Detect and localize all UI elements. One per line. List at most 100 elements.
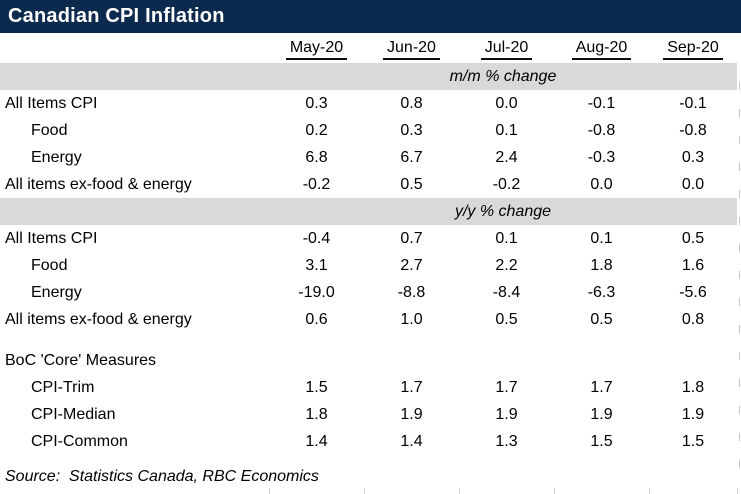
bottom-gridline-tick xyxy=(554,488,555,494)
column-header-sep: Sep-20 xyxy=(649,33,737,63)
column-header-label: Aug-20 xyxy=(571,39,632,60)
value-cell: -0.1 xyxy=(679,94,707,112)
value-cell: 0.5 xyxy=(495,310,518,328)
column-header-label: Jul-20 xyxy=(480,39,533,60)
value-cell: 0.5 xyxy=(400,175,423,193)
table-row: CPI-Common 1.4 1.4 1.3 1.5 1.5 xyxy=(0,428,737,455)
value-cell: 1.4 xyxy=(305,432,328,450)
value-cell: 2.2 xyxy=(495,256,518,274)
group-header: BoC 'Core' Measures xyxy=(5,351,157,369)
row-label: CPI-Common xyxy=(31,432,128,450)
value-cell: -6.3 xyxy=(587,283,616,301)
value-cell: 2.7 xyxy=(400,256,423,274)
value-cell: 1.7 xyxy=(400,378,423,396)
table-row: Energy -19.0 -8.8 -8.4 -6.3 -5.6 xyxy=(0,279,737,306)
group-header-empty xyxy=(269,347,737,374)
row-label: CPI-Trim xyxy=(31,378,95,396)
value-cell: 0.0 xyxy=(495,94,518,112)
section-band-filler xyxy=(0,63,269,90)
row-label: All items ex-food & energy xyxy=(5,175,192,193)
value-cell: 1.9 xyxy=(590,405,613,423)
bottom-gridline-tick xyxy=(649,488,650,494)
value-cell: 0.3 xyxy=(305,94,328,112)
value-cell: 0.0 xyxy=(590,175,613,193)
table-row: Food 0.2 0.3 0.1 -0.8 -0.8 xyxy=(0,117,737,144)
row-label: Food xyxy=(31,256,68,274)
value-cell: 6.7 xyxy=(400,148,423,166)
value-cell: 1.3 xyxy=(495,432,518,450)
table-row: Food 3.1 2.7 2.2 1.8 1.6 xyxy=(0,252,737,279)
column-header-aug: Aug-20 xyxy=(554,33,649,63)
value-cell: 1.8 xyxy=(681,378,705,396)
column-header-jun: Jun-20 xyxy=(364,33,459,63)
value-cell: 0.1 xyxy=(495,121,518,139)
row-label: Energy xyxy=(31,148,82,166)
value-cell: -0.2 xyxy=(302,175,331,193)
value-cell: 1.9 xyxy=(400,405,423,423)
value-cell: 0.7 xyxy=(400,229,423,247)
value-cell: 1.5 xyxy=(305,378,328,396)
value-cell: 0.3 xyxy=(400,121,423,139)
section-band-filler xyxy=(0,198,269,225)
spacer-row xyxy=(0,333,737,347)
row-label: All Items CPI xyxy=(5,94,98,112)
title-bar: Canadian CPI Inflation xyxy=(0,0,741,33)
column-header-label: Jun-20 xyxy=(383,39,440,60)
value-cell: 1.0 xyxy=(400,310,423,328)
value-cell: -0.2 xyxy=(492,175,521,193)
section-band-label: y/y % change xyxy=(269,198,737,225)
row-label: All Items CPI xyxy=(5,229,98,247)
group-header-row: BoC 'Core' Measures xyxy=(0,347,737,374)
value-cell: -8.8 xyxy=(397,283,426,301)
source-note: Source: Statistics Canada, RBC Economics xyxy=(5,468,319,485)
column-header-label: May-20 xyxy=(285,39,348,60)
table-row: CPI-Trim 1.5 1.7 1.7 1.7 1.8 xyxy=(0,374,737,401)
value-cell: 1.9 xyxy=(681,405,705,423)
column-header-jul: Jul-20 xyxy=(459,33,554,63)
value-cell: -0.3 xyxy=(587,148,616,166)
value-cell: 0.1 xyxy=(495,229,518,247)
value-cell: 1.7 xyxy=(590,378,613,396)
table-row: All Items CPI 0.3 0.8 0.0 -0.1 -0.1 xyxy=(0,90,737,117)
value-cell: 6.8 xyxy=(305,148,328,166)
value-cell: -0.4 xyxy=(302,229,331,247)
table-row: Energy 6.8 6.7 2.4 -0.3 0.3 xyxy=(0,144,737,171)
section-band-mm: m/m % change xyxy=(0,63,737,90)
row-label: CPI-Median xyxy=(31,405,116,423)
column-header-empty xyxy=(0,33,269,63)
value-cell: 3.1 xyxy=(305,256,328,274)
value-cell: -0.1 xyxy=(587,94,616,112)
row-label: Food xyxy=(31,121,68,139)
value-cell: 0.5 xyxy=(590,310,613,328)
value-cell: 2.4 xyxy=(495,148,518,166)
value-cell: 0.1 xyxy=(590,229,613,247)
table-row: All items ex-food & energy 0.6 1.0 0.5 0… xyxy=(0,306,737,333)
row-label: All items ex-food & energy xyxy=(5,310,192,328)
value-cell: 1.8 xyxy=(590,256,613,274)
cpi-table: May-20 Jun-20 Jul-20 Aug-20 Sep-20 m/m %… xyxy=(0,33,737,455)
value-cell: -8.4 xyxy=(492,283,521,301)
value-cell: 0.5 xyxy=(681,229,705,247)
bottom-gridline-tick xyxy=(269,488,270,494)
value-cell: 1.8 xyxy=(305,405,328,423)
value-cell: 0.8 xyxy=(400,94,423,112)
section-band-label: m/m % change xyxy=(269,63,737,90)
bottom-gridline-tick xyxy=(737,488,738,494)
value-cell: 0.3 xyxy=(681,148,705,166)
column-header-may: May-20 xyxy=(269,33,364,63)
value-cell: 0.8 xyxy=(681,310,705,328)
table-row: All items ex-food & energy -0.2 0.5 -0.2… xyxy=(0,171,737,198)
row-label: Energy xyxy=(31,283,82,301)
value-cell: -0.8 xyxy=(679,121,707,139)
bottom-gridline-tick xyxy=(364,488,365,494)
value-cell: 1.5 xyxy=(590,432,613,450)
column-header-row: May-20 Jun-20 Jul-20 Aug-20 Sep-20 xyxy=(0,33,737,63)
column-header-label: Sep-20 xyxy=(663,39,723,60)
value-cell: 1.5 xyxy=(681,432,705,450)
value-cell: 0.6 xyxy=(305,310,328,328)
page-title: Canadian CPI Inflation xyxy=(8,5,225,27)
value-cell: 1.6 xyxy=(681,256,705,274)
value-cell: 1.7 xyxy=(495,378,518,396)
value-cell: -5.6 xyxy=(679,283,707,301)
